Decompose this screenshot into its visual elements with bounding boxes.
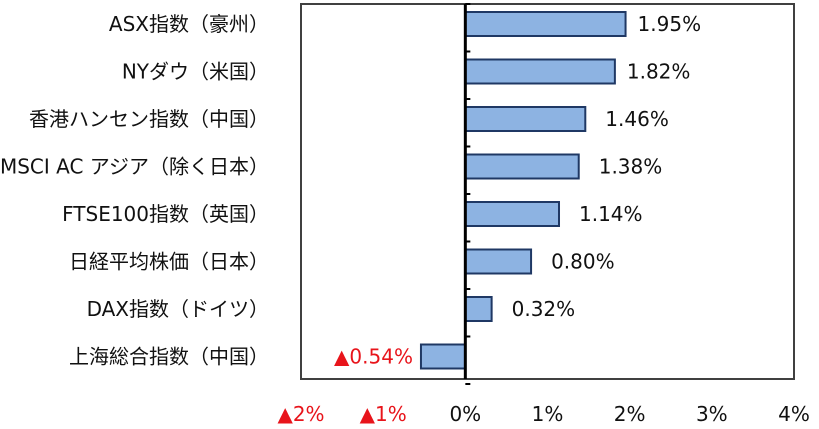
bar-5 — [464, 248, 533, 275]
bar-4 — [464, 201, 561, 227]
plot-area-frame — [300, 3, 795, 380]
data-label-1: 1.82% — [627, 60, 691, 84]
data-label-5: 0.80% — [551, 250, 615, 274]
x-tick-label-2: 0% — [449, 402, 481, 426]
x-tick-labels-group: ▲2% ▲1% 0% 1% 2% 3% 4% — [277, 402, 809, 426]
category-label-1: NYダウ（米国） — [122, 60, 269, 84]
bar-7 — [419, 343, 467, 370]
category-label-5: 日経平均株価（日本） — [69, 250, 269, 274]
category-label-3: MSCI AC アジア（除く日本） — [0, 155, 269, 179]
category-label-4: FTSE100指数（英国） — [62, 202, 269, 226]
data-label-3: 1.38% — [599, 155, 663, 179]
category-label-2: 香港ハンセン指数（中国） — [29, 107, 269, 131]
data-label-0: 1.95% — [638, 12, 702, 36]
category-label-7: 上海総合指数（中国） — [69, 345, 269, 369]
category-labels-group: ASX指数（豪州） NYダウ（米国） 香港ハンセン指数（中国） MSCI AC アジア… — [0, 12, 269, 369]
x-tick-label-4: 2% — [614, 402, 646, 426]
bar-6 — [464, 296, 493, 322]
bar-1 — [464, 58, 616, 85]
x-tick-label-5: 3% — [696, 402, 728, 426]
data-labels-group: 1.95% 1.82% 1.46% 1.38% 1.14% 0.80% 0.32% ▲0.54… — [334, 12, 701, 369]
bars-group — [419, 3, 627, 385]
x-tick-label-0: ▲2% — [277, 402, 324, 426]
data-label-6: 0.32% — [512, 297, 576, 321]
data-label-4: 1.14% — [579, 202, 643, 226]
category-label-6: DAX指数（ドイツ） — [87, 297, 269, 321]
data-label-7: ▲0.54% — [334, 345, 413, 369]
bar-3 — [464, 153, 580, 180]
category-label-0: ASX指数（豪州） — [109, 12, 269, 36]
bar-2 — [464, 106, 587, 132]
x-tick-label-3: 1% — [532, 402, 564, 426]
data-label-2: 1.46% — [605, 107, 669, 131]
x-tick-label-1: ▲1% — [360, 402, 407, 426]
bar-0 — [464, 11, 627, 37]
x-tick-label-6: 4% — [778, 402, 810, 426]
